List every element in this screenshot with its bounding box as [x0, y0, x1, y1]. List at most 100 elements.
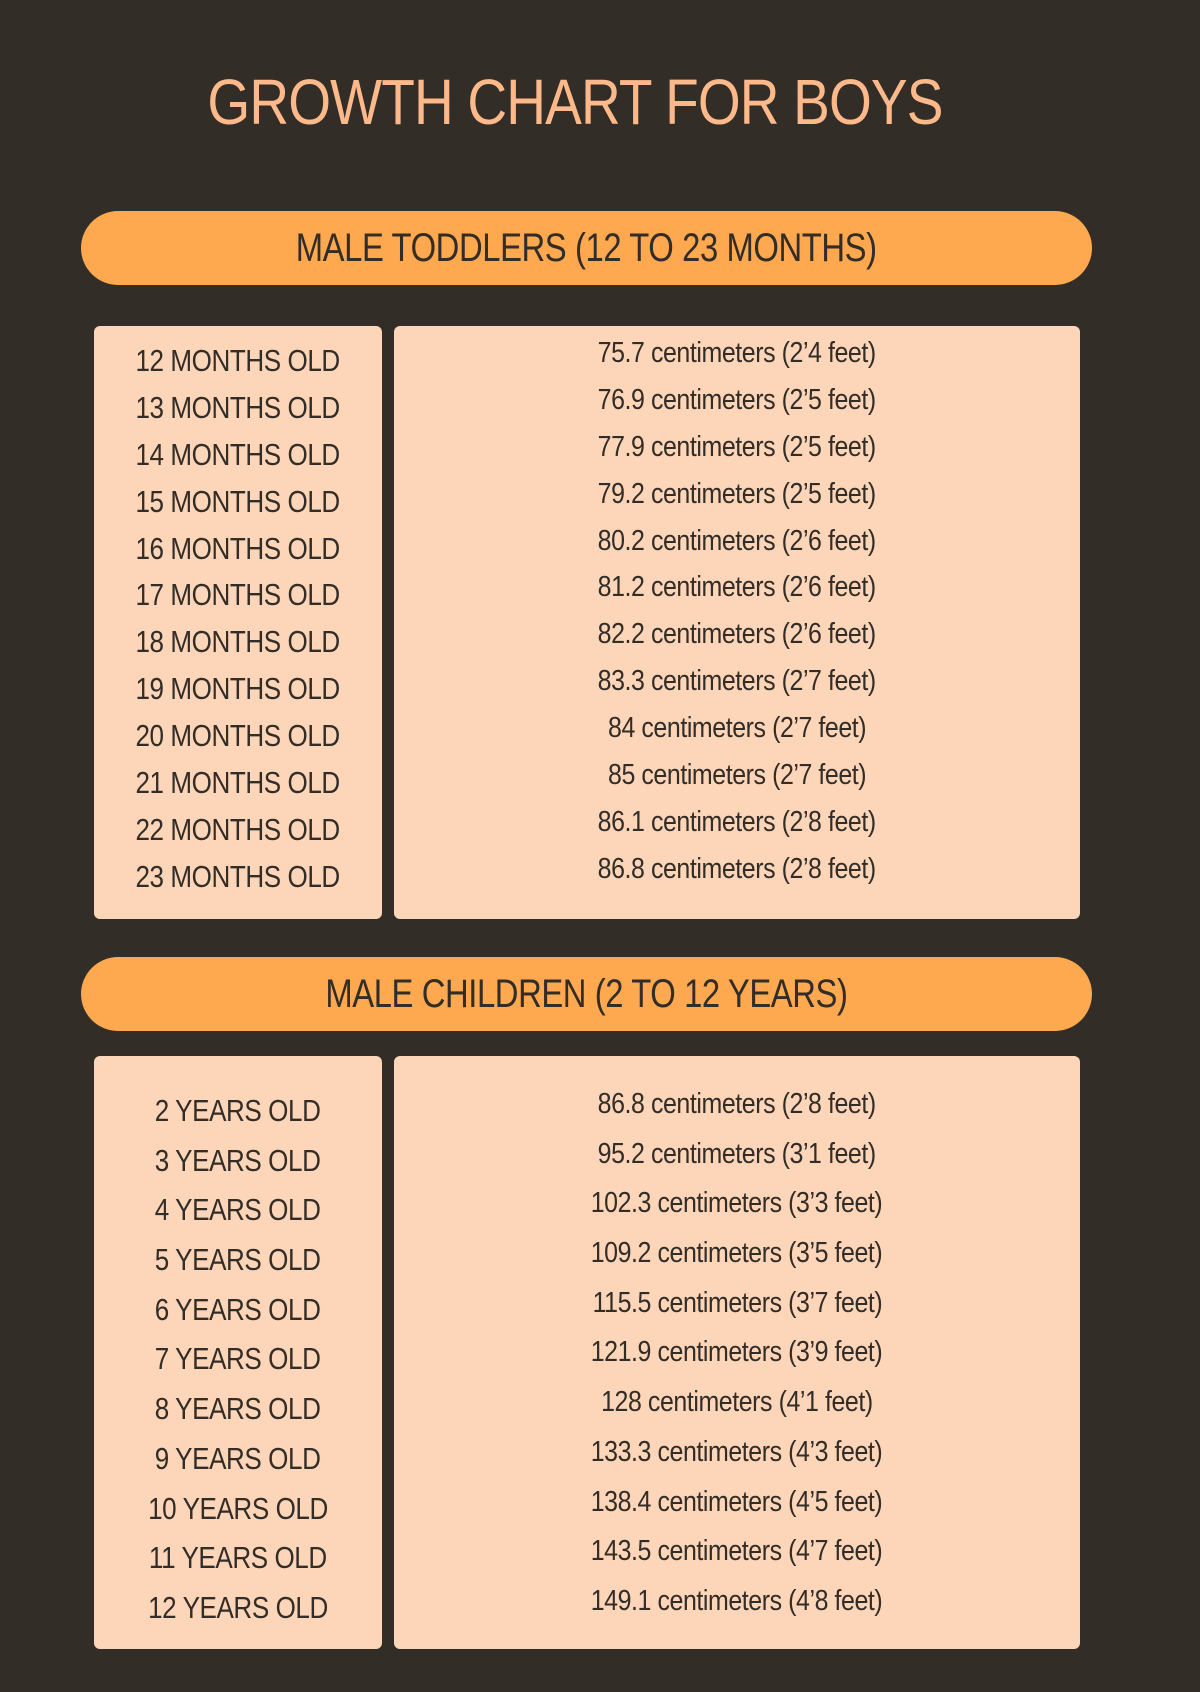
height-value: 76.9 centimeters (2’5 feet) [394, 377, 1080, 424]
height-value: 85 centimeters (2’7 feet) [394, 752, 1080, 799]
height-value: 77.9 centimeters (2’5 feet) [394, 424, 1080, 471]
age-text: 4 YEARS OLD [155, 1192, 321, 1228]
age-text: 3 YEARS OLD [155, 1142, 321, 1178]
age-label: 6 YEARS OLD [94, 1285, 382, 1335]
age-text: 18 MONTHS OLD [135, 624, 341, 660]
section-banner-toddlers: MALE TODDLERS (12 TO 23 MONTHS) [81, 211, 1092, 285]
age-label: 18 MONTHS OLD [94, 619, 382, 666]
page-title: GROWTH CHART FOR BOYS [207, 66, 943, 138]
height-column-children: 86.8 centimeters (2’8 feet) 95.2 centimet… [394, 1056, 1080, 1649]
height-text: 75.7 centimeters (2’4 feet) [597, 337, 877, 369]
height-value: 138.4 centimeters (4’5 feet) [394, 1478, 1080, 1528]
age-label: 17 MONTHS OLD [94, 572, 382, 619]
age-text: 12 YEARS OLD [148, 1589, 328, 1625]
height-text: 77.9 centimeters (2’5 feet) [597, 430, 877, 463]
age-label: 13 MONTHS OLD [94, 385, 382, 432]
height-value: 86.8 centimeters (2’8 feet) [394, 846, 1080, 893]
age-label: 8 YEARS OLD [94, 1384, 382, 1434]
height-text: 86.8 centimeters (2’8 feet) [597, 852, 877, 885]
height-value: 81.2 centimeters (2’6 feet) [394, 564, 1080, 611]
height-text: 149.1 centimeters (4’8 feet) [591, 1584, 883, 1617]
height-value: 75.7 centimeters (2’4 feet) [394, 330, 1080, 377]
age-label: 11 YEARS OLD [94, 1533, 382, 1583]
height-value: 79.2 centimeters (2’5 feet) [394, 471, 1080, 518]
age-text: 10 YEARS OLD [148, 1490, 328, 1526]
height-text: 80.2 centimeters (2’6 feet) [597, 524, 877, 557]
age-label: 5 YEARS OLD [94, 1235, 382, 1285]
age-text: 21 MONTHS OLD [135, 765, 341, 801]
age-text: 12 MONTHS OLD [135, 343, 341, 378]
height-value: 109.2 centimeters (3’5 feet) [394, 1229, 1080, 1279]
height-text: 121.9 centimeters (3’9 feet) [591, 1336, 883, 1369]
height-text: 133.3 centimeters (4’3 feet) [591, 1435, 883, 1468]
age-text: 17 MONTHS OLD [135, 577, 341, 613]
age-text: 19 MONTHS OLD [135, 671, 341, 707]
age-text: 16 MONTHS OLD [135, 530, 341, 566]
age-text: 6 YEARS OLD [155, 1291, 321, 1327]
height-value: 86.8 centimeters (2’8 feet) [394, 1080, 1080, 1130]
height-value: 133.3 centimeters (4’3 feet) [394, 1428, 1080, 1478]
height-value: 80.2 centimeters (2’6 feet) [394, 518, 1080, 565]
section-banner-children: MALE CHILDREN (2 TO 12 YEARS) [81, 957, 1092, 1031]
age-column-children: 2 YEARS OLD 3 YEARS OLD 4 YEARS OLD 5 YEARS… [94, 1056, 382, 1649]
height-value: 102.3 centimeters (3’3 feet) [394, 1179, 1080, 1229]
age-label: 23 MONTHS OLD [94, 854, 382, 901]
height-value: 84 centimeters (2’7 feet) [394, 705, 1080, 752]
height-text: 86.8 centimeters (2’8 feet) [597, 1088, 877, 1120]
age-text: 20 MONTHS OLD [135, 718, 341, 754]
age-label: 22 MONTHS OLD [94, 807, 382, 854]
age-text: 9 YEARS OLD [155, 1440, 321, 1476]
age-label: 12 YEARS OLD [94, 1583, 382, 1633]
age-text: 14 MONTHS OLD [135, 436, 341, 472]
height-text: 138.4 centimeters (4’5 feet) [591, 1485, 883, 1518]
age-text: 23 MONTHS OLD [135, 858, 341, 894]
age-label: 10 YEARS OLD [94, 1484, 382, 1534]
age-text: 13 MONTHS OLD [135, 389, 341, 425]
section-heading: MALE TODDLERS (12 TO 23 MONTHS) [296, 225, 877, 270]
age-text: 5 YEARS OLD [155, 1242, 321, 1278]
height-text: 143.5 centimeters (4’7 feet) [591, 1535, 883, 1568]
age-label: 7 YEARS OLD [94, 1334, 382, 1384]
age-label: 16 MONTHS OLD [94, 526, 382, 573]
height-value: 82.2 centimeters (2’6 feet) [394, 611, 1080, 658]
age-label: 21 MONTHS OLD [94, 760, 382, 807]
section-heading: MALE CHILDREN (2 TO 12 YEARS) [325, 971, 848, 1016]
age-label: 19 MONTHS OLD [94, 666, 382, 713]
height-value: 128 centimeters (4’1 feet) [394, 1378, 1080, 1428]
age-label: 12 MONTHS OLD [94, 338, 382, 385]
age-text: 15 MONTHS OLD [135, 483, 341, 519]
height-value: 95.2 centimeters (3’1 feet) [394, 1130, 1080, 1180]
age-label: 14 MONTHS OLD [94, 432, 382, 479]
age-label: 3 YEARS OLD [94, 1136, 382, 1186]
height-column-toddlers: 75.7 centimeters (2’4 feet) 76.9 centimet… [394, 326, 1080, 919]
age-label: 9 YEARS OLD [94, 1434, 382, 1484]
age-label: 15 MONTHS OLD [94, 479, 382, 526]
height-text: 86.1 centimeters (2’8 feet) [597, 805, 877, 838]
age-label: 4 YEARS OLD [94, 1185, 382, 1235]
height-text: 128 centimeters (4’1 feet) [601, 1386, 873, 1419]
height-value: 115.5 centimeters (3’7 feet) [394, 1279, 1080, 1329]
age-text: 8 YEARS OLD [155, 1391, 321, 1427]
age-label: 2 YEARS OLD [94, 1086, 382, 1136]
age-text: 11 YEARS OLD [149, 1540, 327, 1576]
age-text: 22 MONTHS OLD [135, 811, 341, 847]
height-text: 95.2 centimeters (3’1 feet) [597, 1137, 877, 1170]
height-text: 84 centimeters (2’7 feet) [607, 712, 867, 745]
age-text: 7 YEARS OLD [155, 1341, 321, 1377]
height-value: 86.1 centimeters (2’8 feet) [394, 799, 1080, 846]
height-value: 143.5 centimeters (4’7 feet) [394, 1527, 1080, 1577]
height-value: 149.1 centimeters (4’8 feet) [394, 1577, 1080, 1627]
height-value: 83.3 centimeters (2’7 feet) [394, 658, 1080, 705]
height-text: 81.2 centimeters (2’6 feet) [597, 571, 877, 604]
age-label: 20 MONTHS OLD [94, 713, 382, 760]
age-column-toddlers: 12 MONTHS OLD 13 MONTHS OLD 14 MONTHS OLD 1… [94, 326, 382, 919]
height-text: 115.5 centimeters (3’7 feet) [592, 1286, 882, 1319]
height-text: 82.2 centimeters (2’6 feet) [597, 618, 877, 651]
height-text: 83.3 centimeters (2’7 feet) [597, 665, 877, 698]
age-text: 2 YEARS OLD [155, 1093, 321, 1128]
height-text: 109.2 centimeters (3’5 feet) [591, 1237, 883, 1270]
height-text: 79.2 centimeters (2’5 feet) [597, 477, 877, 510]
height-text: 76.9 centimeters (2’5 feet) [597, 383, 877, 416]
height-value: 121.9 centimeters (3’9 feet) [394, 1328, 1080, 1378]
height-text: 85 centimeters (2’7 feet) [607, 759, 867, 792]
